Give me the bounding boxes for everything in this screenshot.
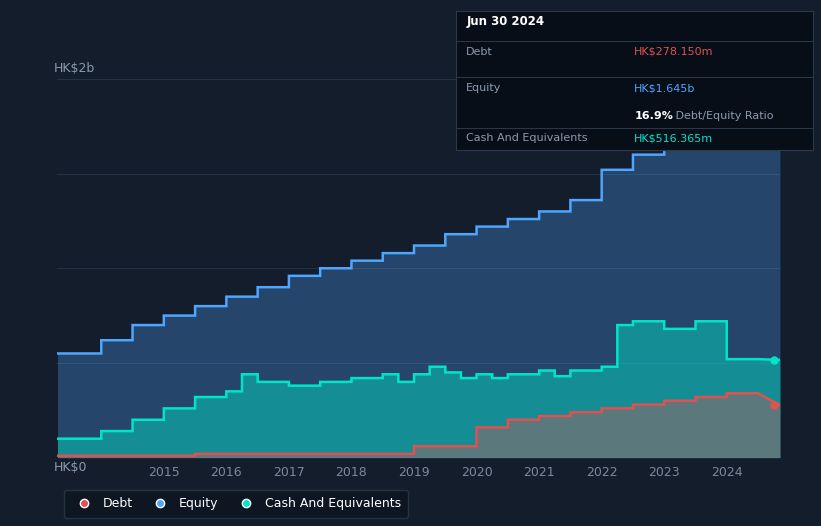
Text: HK$0: HK$0: [54, 461, 87, 474]
Text: HK$2b: HK$2b: [54, 62, 95, 75]
Text: HK$1.645b: HK$1.645b: [635, 83, 695, 93]
Text: HK$516.365m: HK$516.365m: [635, 133, 713, 143]
Text: Debt/Equity Ratio: Debt/Equity Ratio: [672, 111, 773, 121]
Text: Jun 30 2024: Jun 30 2024: [466, 15, 544, 28]
Text: HK$278.150m: HK$278.150m: [635, 47, 713, 57]
Text: Equity: Equity: [466, 83, 502, 93]
Text: 16.9%: 16.9%: [635, 111, 673, 121]
Text: Cash And Equivalents: Cash And Equivalents: [466, 133, 588, 143]
Text: Debt: Debt: [466, 47, 493, 57]
Legend: Debt, Equity, Cash And Equivalents: Debt, Equity, Cash And Equivalents: [64, 490, 408, 518]
